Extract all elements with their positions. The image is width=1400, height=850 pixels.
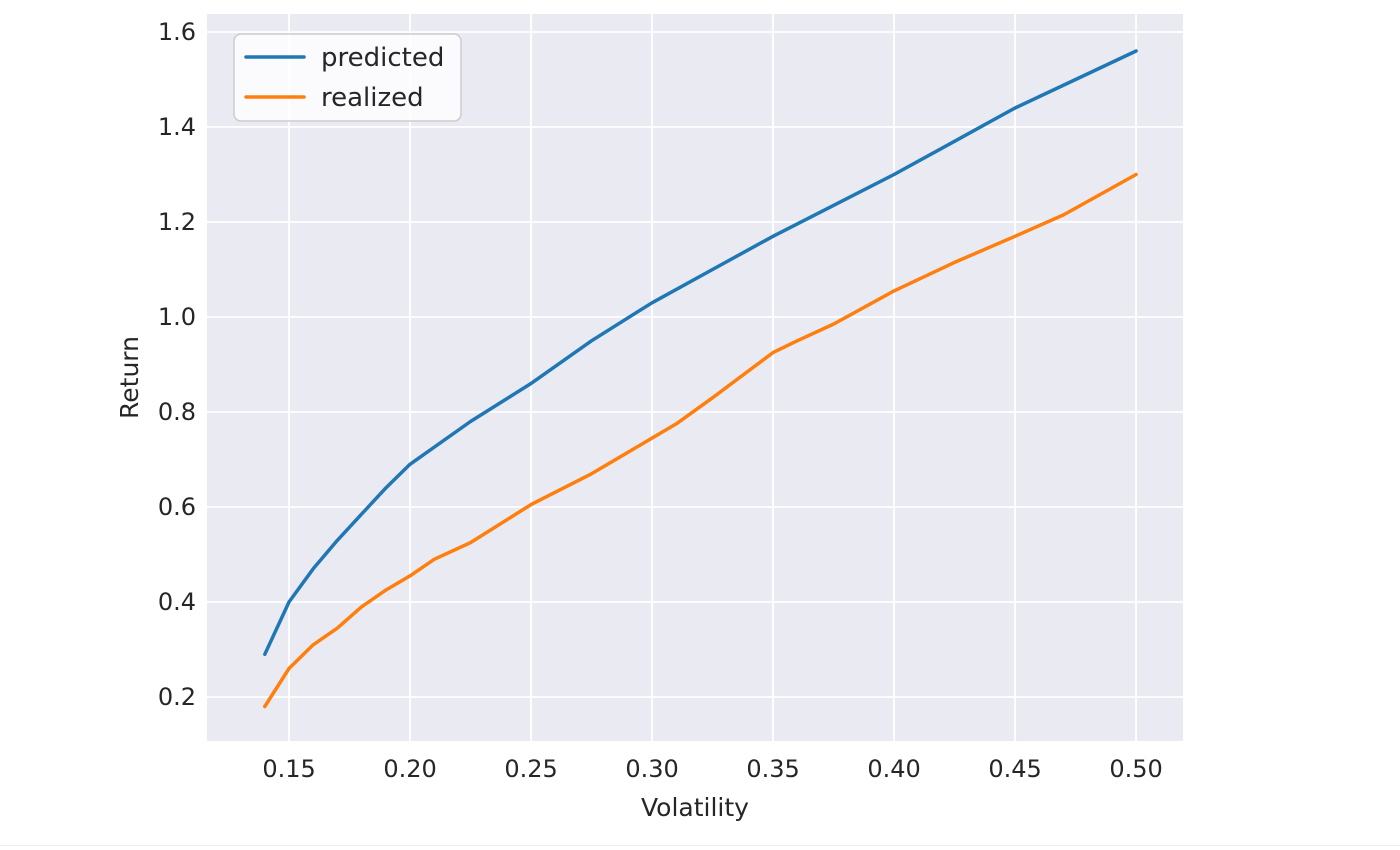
x-tick-label: 0.40 <box>867 755 920 783</box>
legend-label-realized: realized <box>321 83 424 113</box>
y-tick-label: 0.8 <box>158 398 196 426</box>
x-tick-label: 0.15 <box>262 755 315 783</box>
x-axis-label: Volatility <box>641 793 749 822</box>
y-tick-label: 1.6 <box>158 18 196 46</box>
x-tick-label: 0.50 <box>1109 755 1162 783</box>
plot-background <box>207 14 1183 741</box>
x-tick-label: 0.20 <box>383 755 436 783</box>
y-tick-label: 0.6 <box>158 493 196 521</box>
y-tick-label: 1.4 <box>158 113 196 141</box>
x-tick-label: 0.35 <box>746 755 799 783</box>
y-tick-label: 0.2 <box>158 683 196 711</box>
page-bottom-divider <box>0 845 1400 846</box>
legend-label-predicted: predicted <box>321 43 444 73</box>
x-tick-label: 0.45 <box>988 755 1041 783</box>
y-tick-label: 0.4 <box>158 588 196 616</box>
series-line-predicted <box>263 49 1138 657</box>
series-line-realized <box>263 172 1138 709</box>
y-tick-label: 1.0 <box>158 303 196 331</box>
x-tick-label: 0.30 <box>625 755 678 783</box>
y-axis-label: Return <box>115 336 144 419</box>
y-tick-label: 1.2 <box>158 208 196 236</box>
x-tick-label: 0.25 <box>504 755 557 783</box>
